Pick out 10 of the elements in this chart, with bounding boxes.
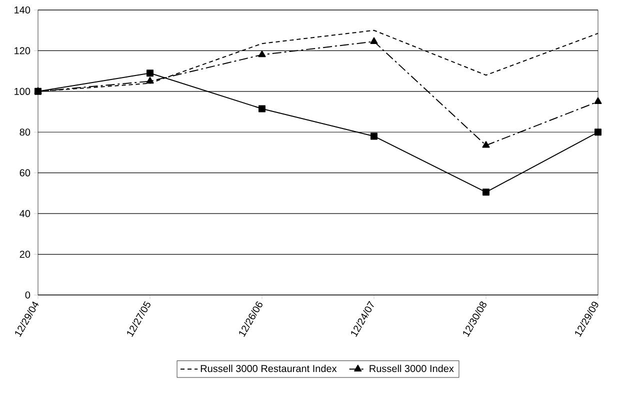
legend-label: Russell 3000 Index bbox=[370, 364, 454, 372]
y-tick-label: 140 bbox=[14, 6, 30, 14]
y-tick-label: 120 bbox=[14, 47, 30, 54]
y-tick-label: 60 bbox=[20, 169, 30, 176]
y-tick-label: 40 bbox=[20, 210, 30, 218]
y-tick-label: 80 bbox=[20, 128, 30, 136]
y-tick-label: 0 bbox=[25, 291, 30, 299]
legend-label: Russell 3000 Restaurant Index bbox=[200, 364, 337, 372]
y-tick-label: 20 bbox=[20, 250, 30, 258]
y-tick-label: 100 bbox=[14, 88, 30, 95]
